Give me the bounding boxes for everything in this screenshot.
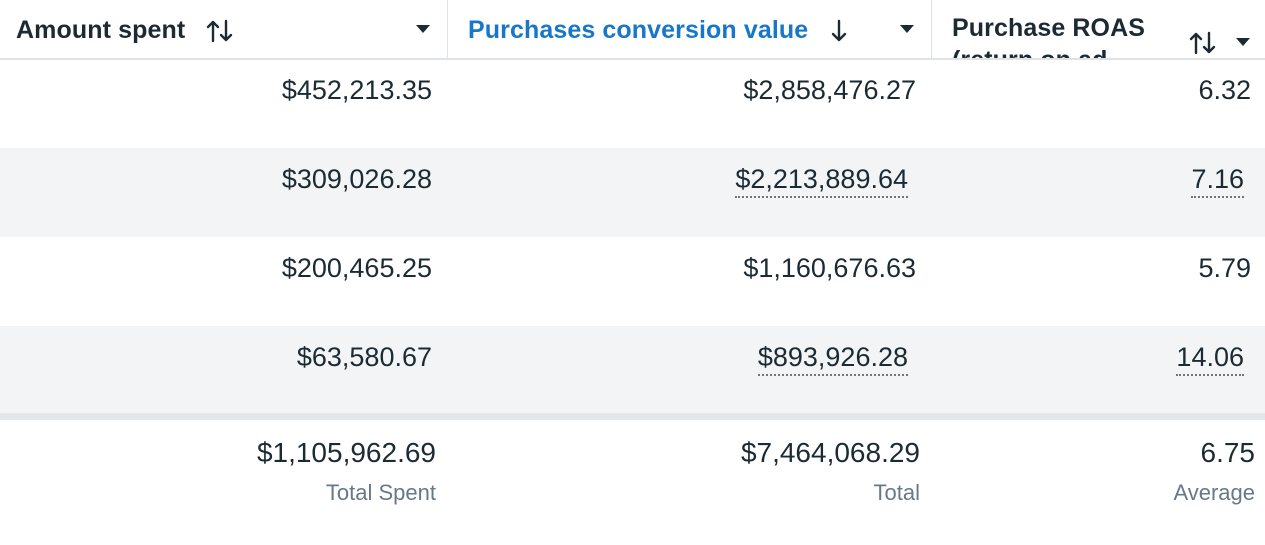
amount-spent-cell: $452,213.35	[281, 75, 432, 105]
total-amount-spent: $1,105,962.69	[256, 437, 436, 468]
totals-divider	[0, 413, 1265, 420]
table-row[interactable]: $200,465.25 $1,160,676.63 5.79	[0, 237, 1265, 326]
sort-descending-icon[interactable]	[828, 18, 850, 49]
conversion-value-cell: $2,858,476.27	[743, 75, 916, 105]
table-row[interactable]: $63,580.67 $893,926.28 14.06	[0, 326, 1265, 415]
roas-cell[interactable]: 7.16	[1191, 164, 1244, 198]
conversion-value-cell[interactable]: $893,926.28	[757, 342, 908, 376]
column-header-purchase-roas[interactable]: Purchase ROAS (return on ad	[931, 0, 1265, 58]
average-roas: 6.75	[1200, 437, 1256, 468]
column-title[interactable]: Amount spent	[16, 16, 186, 44]
roas-cell: 6.32	[1198, 75, 1251, 105]
roas-cell: 5.79	[1198, 253, 1251, 283]
amount-spent-cell: $63,580.67	[296, 342, 432, 372]
column-title[interactable]: Purchases conversion value	[468, 16, 809, 44]
total-conversion-value-label: Total	[873, 480, 920, 505]
column-header-purchases-conversion-value[interactable]: Purchases conversion value	[447, 0, 931, 58]
column-header-amount-spent[interactable]: Amount spent	[0, 0, 446, 58]
caret-down-icon[interactable]	[416, 25, 430, 33]
conversion-value-cell[interactable]: $2,213,889.64	[735, 164, 908, 198]
sort-both-icon[interactable]	[205, 18, 235, 49]
amount-spent-cell: $309,026.28	[281, 164, 432, 194]
caret-down-icon[interactable]	[1236, 38, 1250, 46]
table-row[interactable]: $309,026.28 $2,213,889.64 7.16	[0, 148, 1265, 237]
total-amount-spent-label: Total Spent	[325, 480, 436, 505]
caret-down-icon[interactable]	[900, 25, 914, 33]
average-roas-label: Average	[1173, 480, 1255, 505]
roas-cell[interactable]: 14.06	[1176, 342, 1244, 376]
table-header: Amount spent Purchases conversion value …	[0, 0, 1265, 60]
amount-spent-cell: $200,465.25	[281, 253, 432, 283]
table-row[interactable]: $452,213.35 $2,858,476.27 6.32	[0, 59, 1265, 148]
column-title[interactable]: Purchase ROAS (return on ad	[952, 14, 1146, 60]
conversion-value-cell: $1,160,676.63	[743, 253, 916, 283]
total-conversion-value: $7,464,068.29	[740, 437, 920, 468]
sort-both-icon[interactable]	[1188, 30, 1218, 58]
